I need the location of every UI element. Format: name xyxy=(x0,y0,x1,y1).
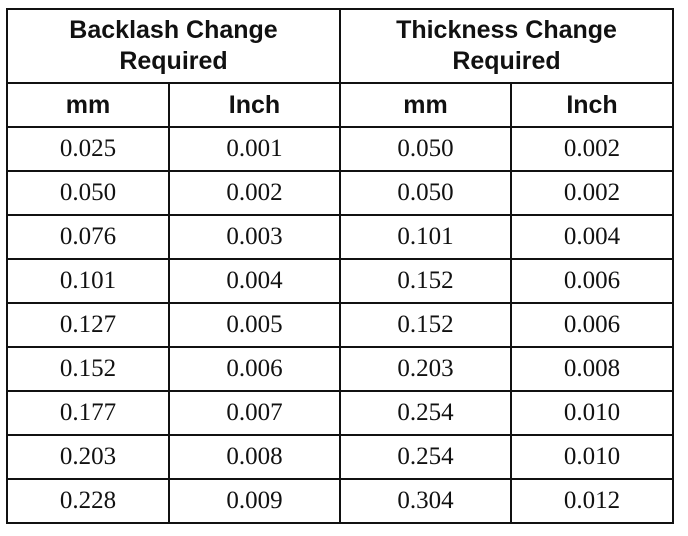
thickness-mm-cell: 0.254 xyxy=(339,434,513,480)
thickness-inch-cell: 0.012 xyxy=(510,478,675,524)
table-row: 0.177 0.007 0.254 0.010 xyxy=(6,390,675,436)
table-row: 0.228 0.009 0.304 0.012 xyxy=(6,478,675,524)
backlash-inch-cell: 0.005 xyxy=(167,302,342,348)
backlash-mm-cell: 0.101 xyxy=(6,258,170,304)
thickness-inch-cell: 0.004 xyxy=(510,214,675,260)
backlash-mm-cell: 0.025 xyxy=(6,126,170,172)
thickness-inch-header: Inch xyxy=(510,82,675,128)
backlash-header-line2: Required xyxy=(119,47,228,75)
backlash-inch-cell: 0.001 xyxy=(167,126,342,172)
thickness-inch-cell: 0.002 xyxy=(510,126,675,172)
backlash-inch-cell: 0.009 xyxy=(167,478,342,524)
backlash-inch-cell: 0.004 xyxy=(167,258,342,304)
thickness-inch-cell: 0.010 xyxy=(510,390,675,436)
backlash-mm-cell: 0.203 xyxy=(6,434,170,480)
thickness-mm-cell: 0.152 xyxy=(339,302,513,348)
table-body: Backlash Change Required Thickness Chang… xyxy=(5,8,675,524)
backlash-inch-cell: 0.002 xyxy=(167,170,342,216)
table-row: 0.101 0.004 0.152 0.006 xyxy=(6,258,675,304)
backlash-mm-cell: 0.228 xyxy=(6,478,170,524)
thickness-mm-cell: 0.152 xyxy=(339,258,513,304)
backlash-mm-cell: 0.177 xyxy=(6,390,170,436)
thickness-mm-cell: 0.050 xyxy=(339,126,513,172)
thickness-mm-cell: 0.203 xyxy=(339,346,513,392)
unit-header-row: mm Inch mm Inch xyxy=(6,82,675,128)
thickness-header-line1: Thickness Change xyxy=(396,16,617,44)
backlash-mm-cell: 0.152 xyxy=(6,346,170,392)
thickness-mm-header: mm xyxy=(339,82,513,128)
thickness-inch-cell: 0.006 xyxy=(510,302,675,348)
thickness-header-line2: Required xyxy=(452,47,561,75)
group-header-row: Backlash Change Required Thickness Chang… xyxy=(5,8,675,84)
table-row: 0.050 0.002 0.050 0.002 xyxy=(6,170,675,216)
thickness-change-header: Thickness Change Required xyxy=(339,8,675,84)
backlash-inch-header: Inch xyxy=(167,82,342,128)
backlash-inch-cell: 0.007 xyxy=(167,390,342,436)
thickness-inch-cell: 0.010 xyxy=(510,434,675,480)
table-row: 0.127 0.005 0.152 0.006 xyxy=(6,302,675,348)
table-row: 0.152 0.006 0.203 0.008 xyxy=(6,346,675,392)
backlash-mm-cell: 0.050 xyxy=(6,170,170,216)
table-row: 0.025 0.001 0.050 0.002 xyxy=(6,126,675,172)
thickness-mm-cell: 0.254 xyxy=(339,390,513,436)
backlash-inch-cell: 0.003 xyxy=(167,214,342,260)
table-row: 0.076 0.003 0.101 0.004 xyxy=(6,214,675,260)
thickness-inch-cell: 0.006 xyxy=(510,258,675,304)
backlash-header-line1: Backlash Change xyxy=(69,16,278,44)
backlash-thickness-table: Backlash Change Required Thickness Chang… xyxy=(5,8,675,524)
thickness-mm-cell: 0.101 xyxy=(339,214,513,260)
backlash-mm-cell: 0.076 xyxy=(6,214,170,260)
backlash-change-header: Backlash Change Required xyxy=(5,8,342,84)
backlash-inch-cell: 0.006 xyxy=(167,346,342,392)
thickness-inch-cell: 0.008 xyxy=(510,346,675,392)
thickness-mm-cell: 0.304 xyxy=(339,478,513,524)
table-row: 0.203 0.008 0.254 0.010 xyxy=(6,434,675,480)
backlash-inch-cell: 0.008 xyxy=(167,434,342,480)
thickness-inch-cell: 0.002 xyxy=(510,170,675,216)
thickness-mm-cell: 0.050 xyxy=(339,170,513,216)
backlash-mm-cell: 0.127 xyxy=(6,302,170,348)
backlash-mm-header: mm xyxy=(6,82,170,128)
